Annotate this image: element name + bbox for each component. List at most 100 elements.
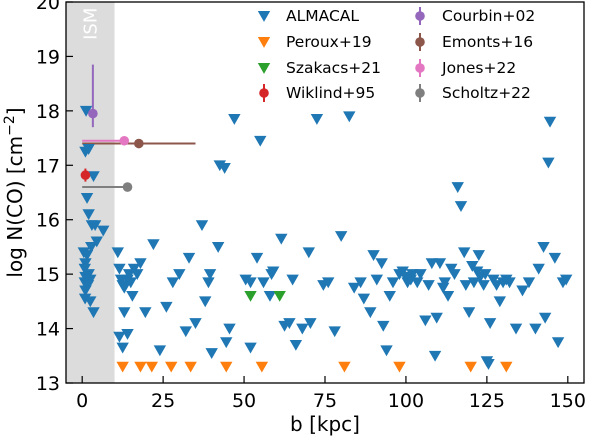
almacal-point bbox=[80, 192, 94, 204]
almacal-point bbox=[218, 163, 231, 174]
almacal-point bbox=[275, 233, 288, 245]
almacal-point bbox=[477, 280, 490, 291]
data-markers bbox=[77, 105, 573, 373]
almacal-point bbox=[213, 160, 226, 172]
almacal-point bbox=[406, 269, 419, 281]
almacal-point bbox=[441, 290, 455, 302]
almacal-point bbox=[364, 307, 377, 319]
legend-marker-almacal bbox=[257, 11, 271, 22]
x-tick-label: 75 bbox=[313, 390, 337, 412]
almacal-point bbox=[139, 307, 152, 319]
almacal-point bbox=[160, 301, 173, 313]
almacal-point bbox=[211, 241, 225, 253]
almacal-point bbox=[126, 290, 139, 302]
almacal-point bbox=[153, 345, 167, 357]
almacal-point bbox=[257, 277, 270, 289]
legend-label-jones-22: Jones+22 bbox=[441, 59, 516, 77]
peroux-19-point bbox=[145, 361, 158, 373]
almacal-point bbox=[383, 290, 396, 302]
ism-shaded-region bbox=[66, 2, 115, 383]
peroux-19-point bbox=[464, 361, 477, 373]
almacal-point bbox=[428, 350, 442, 362]
almacal-point bbox=[551, 337, 565, 349]
almacal-point bbox=[493, 296, 507, 308]
legend-label-wiklind-95: Wiklind+95 bbox=[286, 84, 375, 102]
legend-item-jones-22: Jones+22 bbox=[415, 59, 516, 77]
almacal-point bbox=[131, 269, 144, 281]
legend: ALMACAL Peroux+19 Szakacs+21 Wiklind+95 Cour… bbox=[257, 7, 535, 102]
legend-marker-szakacs-21 bbox=[257, 63, 271, 74]
legend-marker-courbin-02 bbox=[415, 11, 425, 21]
legend-label-szakacs-21: Szakacs+21 bbox=[286, 59, 381, 77]
almacal-point bbox=[220, 337, 233, 349]
y-tick-label: 20 bbox=[36, 0, 60, 14]
almacal-point bbox=[87, 171, 100, 183]
y-axis-label-main: log N(CO) [cm bbox=[3, 136, 27, 278]
almacal-point bbox=[334, 231, 348, 242]
legend-marker-scholtz-22 bbox=[415, 88, 425, 98]
almacal-point bbox=[82, 209, 95, 221]
x-tick-label: 50 bbox=[232, 390, 256, 412]
legend-item-szakacs-21: Szakacs+21 bbox=[257, 59, 381, 77]
almacal-point bbox=[354, 277, 367, 289]
legend-label-courbin-02: Courbin+02 bbox=[442, 7, 535, 25]
jones-22-point bbox=[119, 135, 130, 146]
almacal-point bbox=[425, 258, 439, 270]
x-axis-label: b [kpc] bbox=[290, 412, 360, 436]
almacal-point bbox=[182, 252, 196, 264]
legend-item-courbin-02: Courbin+02 bbox=[415, 7, 535, 25]
almacal-point bbox=[454, 201, 468, 212]
almacal-point bbox=[310, 114, 324, 125]
almacal-point bbox=[559, 274, 573, 286]
almacal-point bbox=[302, 247, 316, 259]
almacal-point bbox=[84, 274, 97, 286]
almacal-point bbox=[304, 318, 317, 330]
szakacs-21-point bbox=[244, 290, 257, 302]
almacal-point bbox=[147, 239, 160, 251]
almacal-point bbox=[459, 280, 473, 291]
almacal-point bbox=[90, 236, 103, 248]
almacal-point bbox=[542, 157, 555, 169]
almacal-point bbox=[451, 182, 464, 193]
almacal-point bbox=[81, 280, 95, 291]
almacal-point bbox=[328, 326, 341, 338]
almacal-point bbox=[516, 285, 529, 297]
legend-label-emonts-16: Emonts+16 bbox=[442, 33, 533, 51]
almacal-point bbox=[430, 312, 443, 324]
almacal-point bbox=[343, 111, 356, 123]
almacal-point bbox=[286, 274, 299, 286]
almacal-point bbox=[127, 263, 141, 275]
almacal-point bbox=[347, 282, 361, 294]
almacal-point bbox=[482, 358, 495, 370]
almacal-point bbox=[134, 258, 147, 270]
y-axis-ticks: 13 14 15 16 17 18 19 20 bbox=[36, 0, 73, 395]
emonts-16-point bbox=[134, 138, 144, 149]
legend-label-scholtz-22: Scholtz+22 bbox=[442, 84, 531, 102]
almacal-point bbox=[419, 315, 432, 327]
y-tick-label: 18 bbox=[36, 101, 60, 123]
peroux-19-point bbox=[338, 361, 351, 373]
almacal-point bbox=[263, 290, 277, 302]
almacal-point bbox=[370, 274, 383, 286]
y-tick-label: 14 bbox=[36, 319, 60, 341]
almacal-point bbox=[289, 339, 303, 351]
almacal-point bbox=[82, 143, 95, 155]
almacal-point bbox=[166, 277, 180, 289]
legend-item-wiklind-95: Wiklind+95 bbox=[259, 84, 375, 102]
almacal-point bbox=[195, 220, 209, 232]
almacal-point bbox=[296, 323, 309, 335]
almacal-point bbox=[472, 250, 485, 261]
almacal-point bbox=[244, 342, 257, 354]
legend-item-almacal: ALMACAL bbox=[257, 7, 359, 25]
almacal-point bbox=[377, 320, 390, 332]
almacal-point bbox=[267, 266, 280, 278]
almacal-point bbox=[537, 241, 550, 253]
almacal-point bbox=[322, 277, 335, 289]
almacal-point bbox=[467, 277, 481, 289]
almacal-point bbox=[173, 269, 186, 281]
almacal-point bbox=[79, 258, 92, 270]
almacal-point bbox=[380, 345, 393, 357]
almacal-point bbox=[79, 285, 92, 297]
y-axis-label: log N(CO) [cm−2] bbox=[2, 107, 27, 277]
